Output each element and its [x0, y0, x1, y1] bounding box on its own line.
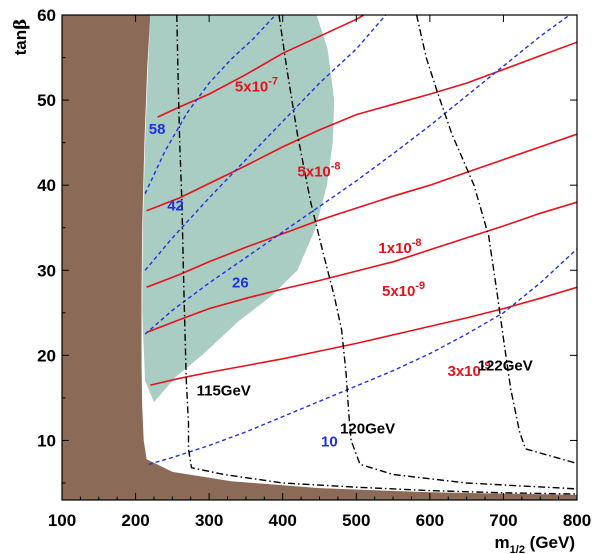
x-tick-label: 400: [269, 511, 297, 530]
red-contour-label: 5x10-8: [297, 161, 340, 181]
x-axis-title: m1/2 (GeV): [495, 533, 575, 554]
black-contour-label: 115GeV: [197, 382, 251, 399]
x-tick-label: 100: [48, 511, 76, 530]
red-contour-line: [157, 15, 365, 118]
black-contour-label: 120GeV: [340, 421, 395, 438]
x-tick-label: 600: [416, 511, 444, 530]
y-axis-title: tanβ: [11, 19, 31, 56]
red-contour-label: 5x10-7: [235, 76, 278, 96]
excluded-region: [62, 15, 577, 500]
y-tick-label: 40: [37, 176, 56, 195]
blue-contour-label: 10: [321, 433, 338, 450]
blue-contour-label: 58: [149, 121, 166, 138]
blue-contour-label: 42: [167, 198, 184, 215]
blue-contour-line: [144, 15, 571, 335]
red-contour-label: 5x10-9: [382, 280, 425, 300]
x-tick-label: 300: [195, 511, 223, 530]
blue-contour-line: [144, 15, 387, 271]
y-tick-label: 10: [37, 431, 56, 450]
red-contour-line: [150, 286, 577, 386]
contours-layer: [144, 15, 577, 495]
shaded-region: [142, 15, 335, 403]
x-tick-label: 200: [121, 511, 149, 530]
red-contour-label: 1x10-8: [378, 237, 421, 257]
regions-layer: [62, 15, 577, 500]
red-contour-label: 3x10-9: [448, 360, 491, 380]
black-contour-label: 122GeV: [478, 358, 533, 375]
y-tick-label: 60: [37, 6, 56, 25]
annotations-layer: 5x10-7 5x10-8 1x10-8 5x10-9 3x10-9 58 42 26 10 11…: [149, 76, 533, 451]
black-contour-line: [278, 15, 577, 490]
blue-contour-line: [144, 15, 276, 194]
black-contour-line: [176, 15, 577, 495]
red-contour-line: [146, 41, 577, 212]
red-contour-line: [146, 133, 577, 289]
y-tick-label: 30: [37, 261, 56, 280]
blue-contour-line: [148, 248, 577, 465]
y-tick-label: 50: [37, 91, 56, 110]
red-contour-line: [146, 201, 577, 334]
x-tick-label: 800: [563, 511, 591, 530]
x-tick-label: 700: [489, 511, 517, 530]
y-tick-label: 20: [37, 346, 56, 365]
black-contour-line: [415, 15, 577, 465]
x-tick-label: 500: [342, 511, 370, 530]
axes-layer: 100 200 300 400 500 600 700 800 10 20 30 40 50 60: [37, 6, 591, 530]
blue-contour-label: 26: [232, 274, 249, 291]
